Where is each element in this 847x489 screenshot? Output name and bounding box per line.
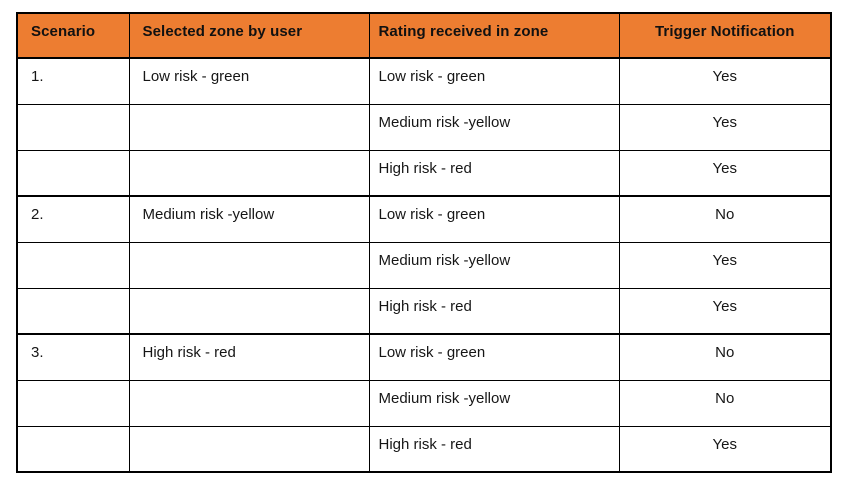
table-row: 3. High risk - red Low risk - green No <box>16 333 832 381</box>
selected-zone-cell <box>128 149 370 197</box>
table-row: 1. Low risk - green Low risk - green Yes <box>16 57 832 105</box>
selected-zone-cell <box>128 241 370 289</box>
column-header-scenario: Scenario <box>16 12 130 59</box>
scenario-cell: 1. <box>16 57 130 105</box>
scenario-cell: 3. <box>16 333 130 381</box>
rating-cell: Low risk - green <box>368 195 620 243</box>
rating-cell: High risk - red <box>368 425 620 473</box>
trigger-cell: No <box>618 333 832 381</box>
scenario-cell <box>16 103 130 151</box>
rating-cell: Medium risk -yellow <box>368 241 620 289</box>
table-row: Medium risk -yellow Yes <box>16 241 832 289</box>
table-row: 2. Medium risk -yellow Low risk - green … <box>16 195 832 243</box>
scenario-cell: 2. <box>16 195 130 243</box>
scenario-cell <box>16 425 130 473</box>
rating-cell: Medium risk -yellow <box>368 379 620 427</box>
rating-cell: Low risk - green <box>368 57 620 105</box>
table-row: Medium risk -yellow Yes <box>16 103 832 151</box>
selected-zone-cell: Low risk - green <box>128 57 370 105</box>
trigger-cell: Yes <box>618 57 832 105</box>
selected-zone-cell <box>128 103 370 151</box>
trigger-cell: No <box>618 195 832 243</box>
selected-zone-cell <box>128 425 370 473</box>
trigger-cell: Yes <box>618 425 832 473</box>
column-header-rating: Rating received in zone <box>368 12 620 59</box>
scenario-cell <box>16 241 130 289</box>
selected-zone-cell <box>128 287 370 335</box>
rating-cell: High risk - red <box>368 149 620 197</box>
column-header-selected-zone: Selected zone by user <box>128 12 370 59</box>
trigger-cell: No <box>618 379 832 427</box>
rating-cell: High risk - red <box>368 287 620 335</box>
table-row: High risk - red Yes <box>16 287 832 335</box>
table-row: High risk - red Yes <box>16 149 832 197</box>
scenario-cell <box>16 287 130 335</box>
selected-zone-cell: Medium risk -yellow <box>128 195 370 243</box>
scenario-cell <box>16 149 130 197</box>
selected-zone-cell <box>128 379 370 427</box>
trigger-cell: Yes <box>618 103 832 151</box>
column-header-trigger: Trigger Notification <box>618 12 832 59</box>
header-row: Scenario Selected zone by user Rating re… <box>16 12 832 59</box>
rating-cell: Medium risk -yellow <box>368 103 620 151</box>
trigger-cell: Yes <box>618 241 832 289</box>
scenario-cell <box>16 379 130 427</box>
scenario-notification-table: Scenario Selected zone by user Rating re… <box>16 12 832 473</box>
table-row: High risk - red Yes <box>16 425 832 473</box>
trigger-cell: Yes <box>618 149 832 197</box>
table-row: Medium risk -yellow No <box>16 379 832 427</box>
selected-zone-cell: High risk - red <box>128 333 370 381</box>
trigger-cell: Yes <box>618 287 832 335</box>
rating-cell: Low risk - green <box>368 333 620 381</box>
